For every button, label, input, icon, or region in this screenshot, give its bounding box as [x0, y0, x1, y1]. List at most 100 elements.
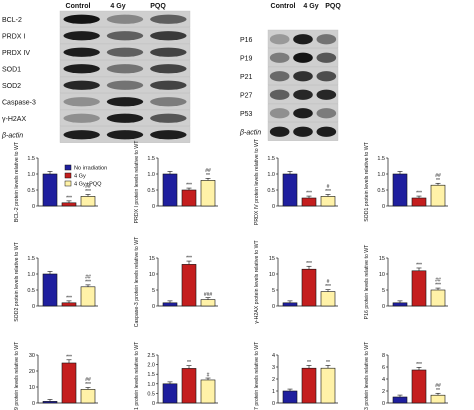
blot-row-label: γ-H2AX — [2, 116, 26, 123]
y-tick-label: 0 — [382, 204, 385, 210]
significance-label: ** — [326, 360, 330, 366]
y-tick-label: 0 — [272, 401, 275, 407]
significance-label: ## — [85, 377, 91, 383]
blot-row-label: PRDX I — [2, 33, 25, 40]
blot-band — [150, 64, 187, 74]
bar — [411, 197, 427, 207]
blot-band — [293, 71, 313, 82]
bar-chart: 0 5 10 15 P16 protein levels relative to WT *… — [364, 244, 448, 320]
bar-chart: 0 0.5 1.0 1.5 SOD1 protein levels relative t… — [364, 141, 448, 222]
y-tick-label: 15 — [269, 256, 275, 262]
y-tick-label: 1.5 — [27, 156, 35, 162]
y-tick-label: 15 — [379, 256, 385, 262]
blot-row-label: SOD2 — [2, 83, 21, 90]
significance-label: ** — [436, 388, 440, 394]
y-axis-label: γ-H2AX protein levels relative to WT — [254, 240, 260, 324]
blot-band — [269, 34, 290, 45]
y-tick-label: 0 — [382, 304, 385, 310]
bar — [181, 264, 197, 307]
y-axis-label: P19 protein levels relative to WT — [14, 341, 20, 410]
bar — [301, 367, 317, 404]
blot-band — [63, 31, 100, 41]
blot-row-label: BCL-2 — [2, 17, 22, 24]
blot-band — [106, 130, 144, 140]
blot-band — [106, 80, 144, 90]
y-tick-label: 5 — [272, 288, 275, 294]
bar — [80, 196, 96, 207]
y-tick-label: 4 — [272, 353, 275, 359]
y-tick-label: 0 — [152, 401, 155, 407]
significance-label: *** — [66, 295, 72, 301]
y-tick-label: 3 — [272, 365, 275, 371]
y-axis-label: PRDX I protein levels relative to WT — [134, 140, 140, 224]
blot-header: Control — [271, 3, 296, 10]
bar — [320, 196, 336, 207]
bar-chart: 0 0.5 1.0 1.5 PRDX IV protein levels relativ… — [254, 138, 338, 225]
y-tick-label: 0 — [152, 304, 155, 310]
legend: No irradiation 4 Gy 4 Gy+PQQ — [64, 164, 107, 188]
bar — [42, 273, 58, 307]
significance-label: # — [327, 184, 330, 190]
bar — [80, 286, 96, 307]
y-axis-label: P16 protein levels relative to WT — [364, 244, 370, 320]
y-tick-label: 1.0 — [27, 172, 35, 178]
bar — [320, 367, 336, 404]
blot-row-label: P27 — [240, 92, 253, 99]
significance-label: ## — [85, 274, 91, 280]
y-tick-label: 0 — [382, 401, 385, 407]
blot-band — [150, 47, 187, 57]
blot-band — [316, 34, 337, 45]
y-tick-label: 1.5 — [147, 372, 155, 378]
significance-label: # — [327, 279, 330, 285]
blot-header: 4 Gy — [110, 3, 125, 10]
y-tick-label: 10 — [29, 385, 35, 391]
blot-band — [293, 89, 313, 100]
significance-label: *** — [85, 382, 91, 388]
blot-band — [150, 113, 187, 123]
significance-label: ** — [436, 178, 440, 184]
y-tick-label: 0.5 — [27, 288, 35, 294]
y-tick-label: 10 — [379, 272, 385, 278]
y-tick-label: 30 — [29, 353, 35, 359]
blot-band — [106, 31, 144, 41]
blot-row-label: P21 — [240, 74, 253, 81]
blot-row-label: β-actin — [1, 132, 23, 139]
bar — [162, 173, 178, 207]
bar — [162, 302, 178, 307]
legend-label: 4 Gy+PQQ — [74, 182, 102, 188]
blot-band — [63, 80, 100, 90]
y-tick-label: 1.5 — [147, 156, 155, 162]
blot-band — [150, 31, 187, 41]
blot-band — [293, 52, 313, 63]
y-tick-label: 20 — [29, 369, 35, 375]
y-axis-label: SOD2 protein levels relative to WT — [14, 241, 20, 321]
bar — [392, 396, 408, 404]
bar-chart: 0 10 20 30 P19 protein levels relative to WT… — [14, 341, 98, 410]
bar — [80, 389, 96, 404]
blot-band — [106, 113, 144, 123]
blot-band — [150, 97, 187, 107]
y-tick-label: 2 — [272, 377, 275, 383]
y-tick-label: 0.5 — [147, 391, 155, 397]
bar — [42, 401, 58, 404]
y-axis-label: P27 protein levels relative to WT — [254, 341, 260, 410]
blot-band — [150, 130, 187, 140]
blot-header: PQQ — [150, 3, 166, 10]
blot-band — [106, 64, 144, 74]
bar — [181, 189, 197, 207]
significance-label: *** — [325, 189, 331, 195]
blot-header: Control — [66, 3, 91, 10]
y-tick-label: 2.0 — [147, 363, 155, 369]
y-tick-label: 0 — [152, 204, 155, 210]
significance-label: ## — [435, 173, 441, 179]
significance-label: ### — [204, 292, 213, 298]
blot-header: PQQ — [325, 3, 341, 10]
y-tick-label: 1.5 — [377, 156, 385, 162]
bar — [392, 173, 408, 207]
bar-chart: 0 2 4 6 8 P53 protein levels relative to WT **… — [364, 341, 448, 410]
y-tick-label: 2.5 — [147, 353, 155, 359]
bar — [282, 173, 298, 207]
significance-label: *** — [416, 191, 422, 197]
y-tick-label: 0.5 — [267, 188, 275, 194]
